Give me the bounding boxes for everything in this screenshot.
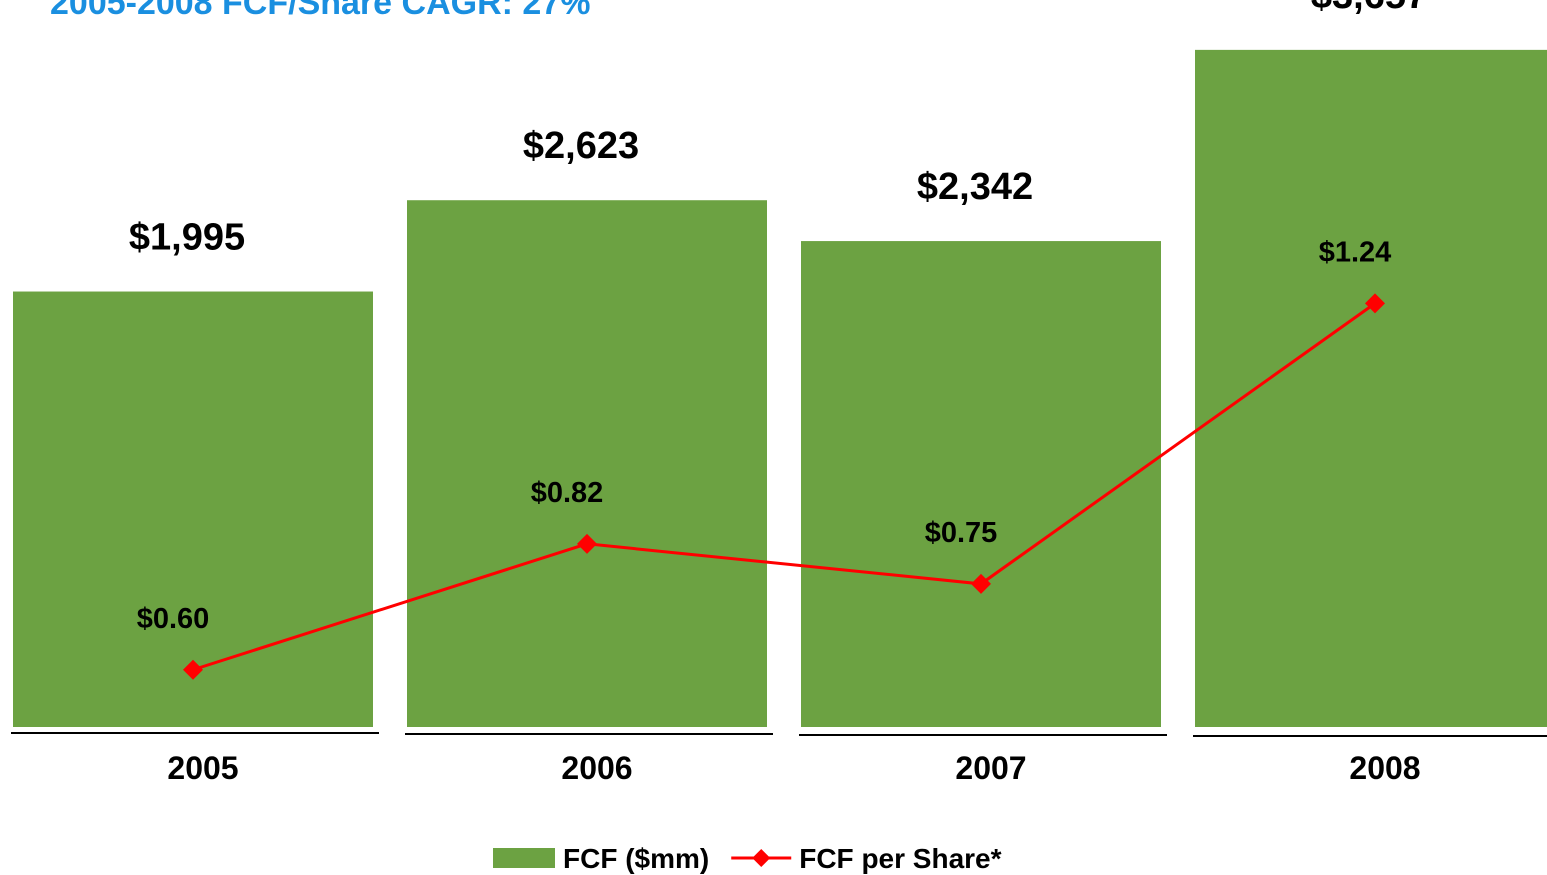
x-tick-label: 2008	[1349, 750, 1420, 786]
legend-label: FCF ($mm)	[563, 843, 709, 874]
chart-title: 2005-2008 FCF/Share CAGR: 27%	[50, 0, 590, 22]
bar	[13, 291, 373, 727]
x-tick-label: 2005	[167, 750, 238, 786]
line-marker	[577, 533, 597, 554]
bar	[801, 241, 1161, 728]
line-value-label: $0.75	[925, 517, 998, 549]
legend-swatch	[493, 848, 555, 868]
line-value-label: $1.24	[1319, 236, 1392, 268]
bar	[407, 200, 767, 727]
bar-value-label: $2,623	[523, 125, 639, 167]
line	[192, 302, 1376, 672]
legend-label: FCF per Share*	[799, 843, 1001, 874]
bar-value-label: $2,342	[917, 166, 1033, 208]
line-marker	[1365, 293, 1385, 314]
legend-swatch	[752, 849, 771, 867]
x-tick-label: 2006	[561, 750, 632, 786]
line-value-label: $0.82	[531, 477, 604, 509]
bar-value-label: $1,995	[129, 217, 245, 259]
x-tick-label: 2007	[955, 750, 1026, 786]
line-value-label: $0.60	[137, 603, 210, 635]
line-marker	[183, 659, 203, 680]
line-marker	[971, 573, 991, 594]
bar	[1195, 49, 1547, 728]
bar-value-label: $3,657	[1311, 0, 1427, 17]
